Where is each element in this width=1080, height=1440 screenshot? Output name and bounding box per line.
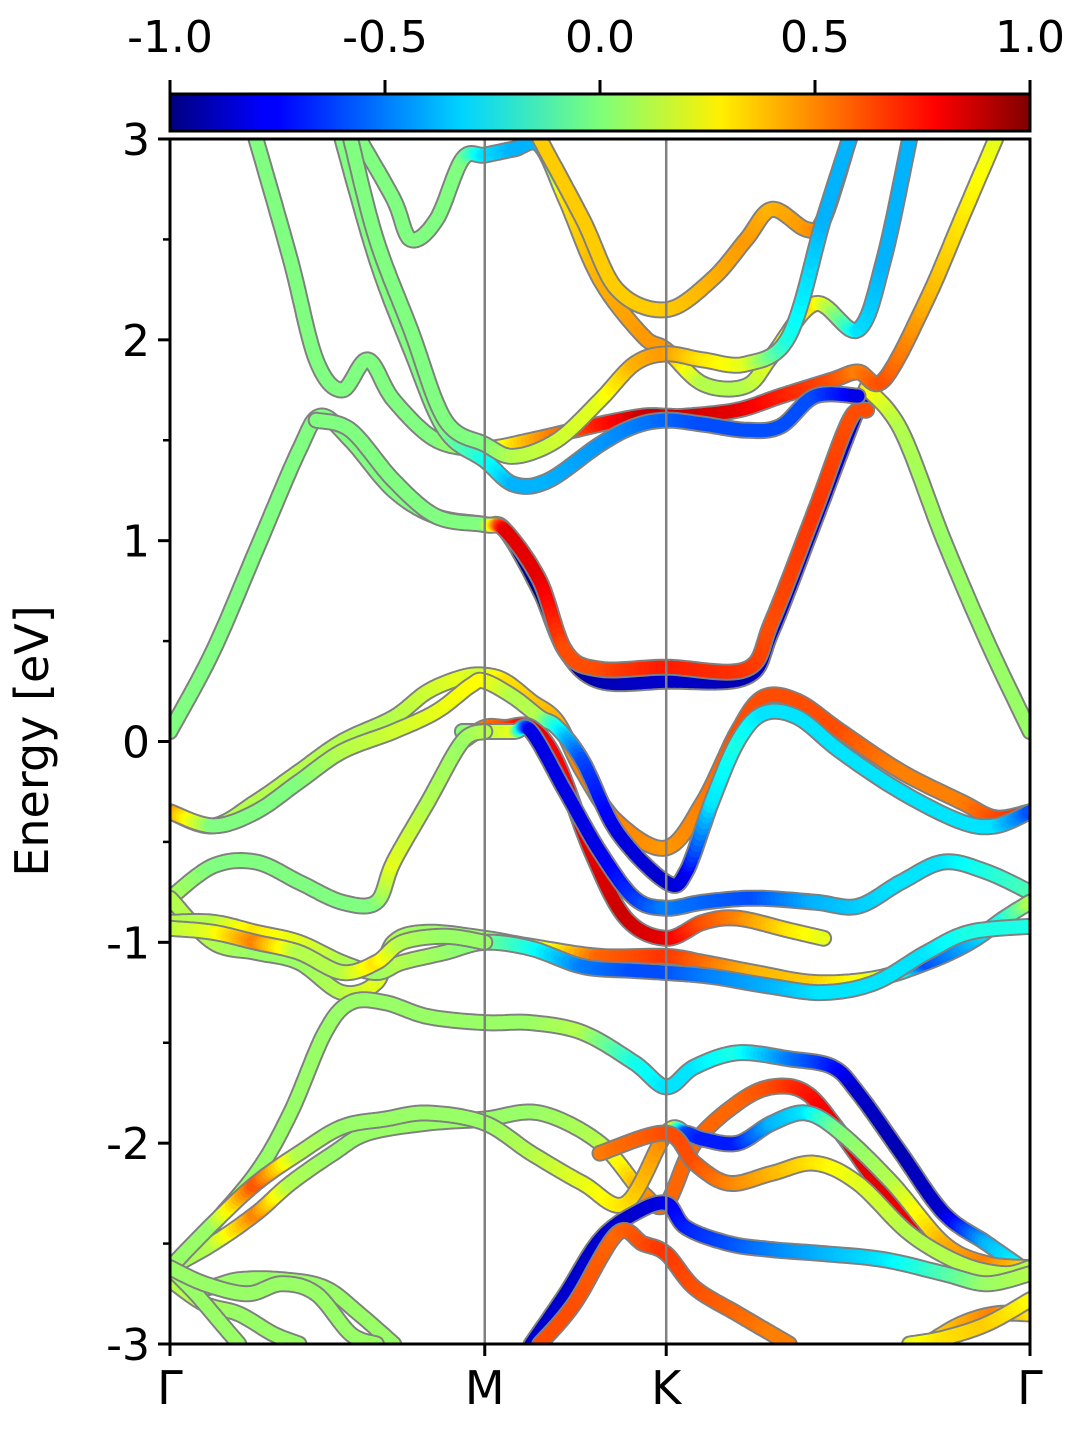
band-outline xyxy=(170,666,1030,857)
band-line xyxy=(858,379,1030,740)
band-line xyxy=(170,723,494,915)
band-line xyxy=(531,1221,798,1344)
band-line xyxy=(453,718,1030,917)
band-line xyxy=(591,1124,1030,1283)
band-line xyxy=(170,671,1030,894)
band-outline xyxy=(350,139,919,398)
bands-layer xyxy=(170,139,1030,1344)
colorbar-tick-label: 0.5 xyxy=(780,12,850,63)
colorbar-tick-label: -1.0 xyxy=(127,12,213,63)
band-line xyxy=(307,401,876,681)
colorbar-gradient xyxy=(168,92,1032,133)
colorbar-tick-label: 1.0 xyxy=(995,12,1065,63)
band-line xyxy=(522,1194,1030,1344)
colorbar-ticks: -1.0 -0.5 0.0 0.5 1.0 xyxy=(127,12,1065,94)
colorbar-tick-label: 0.0 xyxy=(565,12,635,63)
colorbar-tick-label: -0.5 xyxy=(342,12,428,63)
band-line xyxy=(901,1291,1030,1344)
band-line xyxy=(170,666,1030,857)
band-line xyxy=(350,139,919,398)
band-line xyxy=(170,1259,385,1344)
colorbar: -1.0 -0.5 0.0 0.5 1.0 xyxy=(127,12,1065,133)
